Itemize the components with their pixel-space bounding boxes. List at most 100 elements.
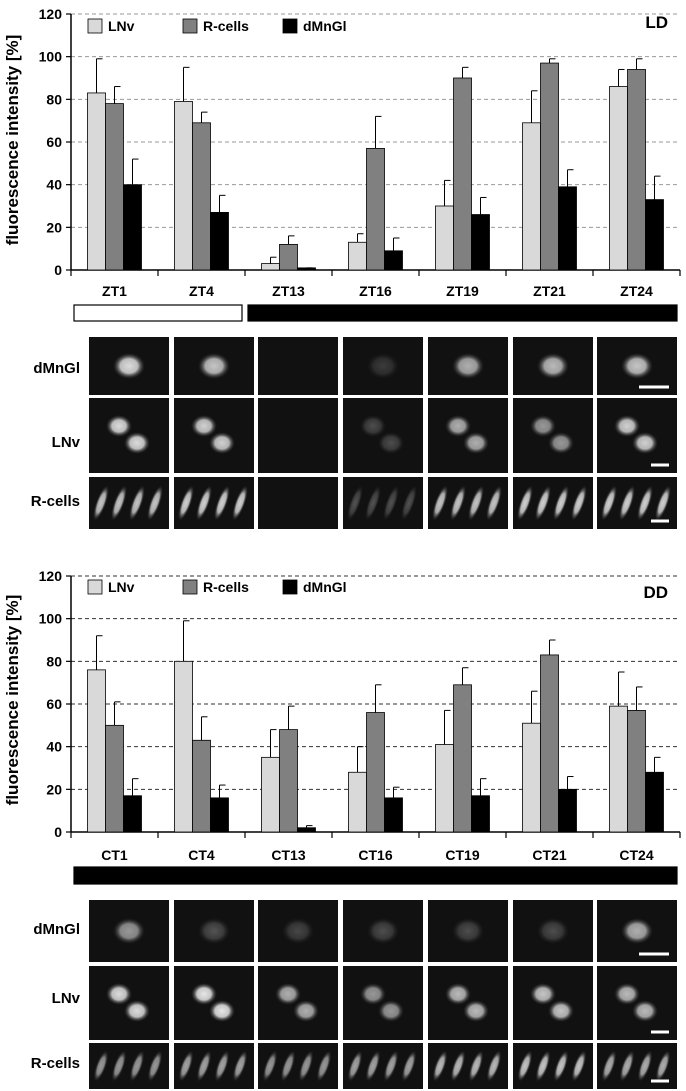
nucleus xyxy=(178,1050,194,1082)
x-tick-label: CT24 xyxy=(619,847,653,863)
dark-phase-bar xyxy=(73,866,678,885)
dark-phase-bar xyxy=(247,304,678,322)
x-tick-label: ZT4 xyxy=(189,283,214,299)
micrograph-dmngl-dd-3 xyxy=(343,900,423,962)
nucleus xyxy=(198,918,230,944)
micrograph-r-cells-dd-3 xyxy=(343,1043,423,1089)
nucleus xyxy=(232,485,248,521)
nucleus xyxy=(298,1050,314,1082)
nucleus xyxy=(468,1050,484,1082)
bar-dmngl-ct16 xyxy=(384,797,403,833)
bar-r-cells-zt1 xyxy=(105,103,124,271)
light-dark-bar xyxy=(73,304,678,322)
bar-lnv-ct21 xyxy=(522,722,541,833)
nucleus xyxy=(637,1050,653,1082)
nucleus xyxy=(537,918,569,944)
x-tick-label: ZT21 xyxy=(533,283,566,299)
micrograph-lnv-dd-0 xyxy=(89,966,169,1040)
nucleus xyxy=(191,983,217,1005)
micrograph-lnv-ld-6 xyxy=(597,398,677,473)
nucleus xyxy=(621,353,653,379)
bar-lnv-ct19 xyxy=(435,744,454,833)
bar-lnv-ct13 xyxy=(261,756,280,833)
micrograph-r-cells-ld-3 xyxy=(343,477,423,529)
bar-r-cells-zt13 xyxy=(279,243,298,271)
nucleus xyxy=(537,353,569,379)
nucleus xyxy=(147,485,163,521)
nucleus xyxy=(571,1050,587,1082)
x-tick-labels: ZT1 ZT4 ZT13 ZT16 ZT19 ZT21 ZT24 xyxy=(102,283,653,299)
bar-r-cells-zt21 xyxy=(540,62,559,271)
nucleus xyxy=(106,415,132,437)
nucleus xyxy=(196,1050,212,1082)
micrograph-dmngl-ld-4 xyxy=(428,337,508,395)
micrograph-r-cells-ld-5 xyxy=(513,477,593,529)
nucleus xyxy=(124,1000,150,1022)
y-tick-label: 120 xyxy=(39,568,63,584)
micrograph-r-cells-dd-1 xyxy=(174,1043,254,1089)
y-tick-label: 40 xyxy=(46,177,62,193)
nucleus xyxy=(316,1050,332,1082)
nucleus xyxy=(452,353,484,379)
nucleus xyxy=(129,1050,145,1082)
y-tick-label: 80 xyxy=(46,91,62,107)
micrograph-dmngl-ld-0 xyxy=(89,337,169,395)
nucleus xyxy=(113,353,145,379)
nucleus xyxy=(401,1050,417,1082)
micrograph-lnv-ld-0 xyxy=(89,398,169,473)
nucleus xyxy=(111,485,127,521)
nucleus xyxy=(209,432,235,454)
micrograph-r-cells-ld-4 xyxy=(428,477,508,529)
nucleus xyxy=(293,1000,319,1022)
legend-label-dmngl: dMnGl xyxy=(303,18,347,34)
nucleus xyxy=(601,1050,617,1082)
bar-dmngl-ct19 xyxy=(471,795,490,833)
nucleus xyxy=(378,432,404,454)
nucleus xyxy=(632,432,658,454)
y-tick-label: 80 xyxy=(46,653,62,669)
x-tick-label: ZT19 xyxy=(446,283,479,299)
nucleus xyxy=(571,485,587,521)
nucleus xyxy=(517,485,533,521)
nucleus xyxy=(93,485,109,521)
row-label-r-cells: R-cells xyxy=(31,1055,80,1072)
nucleus xyxy=(209,1000,235,1022)
row-label-r-cells: R-cells xyxy=(31,493,80,510)
bar-dmngl-zt19 xyxy=(471,214,490,271)
bars xyxy=(87,58,664,271)
nucleus xyxy=(365,485,381,521)
bar-lnv-zt21 xyxy=(522,122,541,271)
nucleus xyxy=(360,983,386,1005)
grid-lines xyxy=(71,575,680,790)
nucleus xyxy=(214,485,230,521)
micrograph-dmngl-ld-3 xyxy=(343,337,423,395)
nucleus xyxy=(347,1050,363,1082)
nucleus xyxy=(129,485,145,521)
bar-lnv-zt4 xyxy=(174,101,193,271)
nucleus xyxy=(347,485,363,521)
x-tick-label: ZT13 xyxy=(272,283,305,299)
x-tick-label: ZT24 xyxy=(620,283,653,299)
x-tick-label: CT16 xyxy=(358,847,392,863)
bar-dmngl-ct13 xyxy=(297,827,316,833)
micrograph-lnv-dd-3 xyxy=(343,966,423,1040)
nucleus xyxy=(517,1050,533,1082)
y-tick-label: 40 xyxy=(46,739,62,755)
nucleus xyxy=(601,485,617,521)
micrograph-lnv-ld-2 xyxy=(258,398,338,473)
bar-r-cells-ct4 xyxy=(192,739,211,833)
micrograph-dmngl-dd-1 xyxy=(174,900,254,962)
micrograph-dmngl-dd-6 xyxy=(597,900,677,962)
y-tick-label: 100 xyxy=(39,49,63,65)
nucleus xyxy=(360,415,386,437)
legend-swatch-r-cells xyxy=(182,18,198,34)
nucleus xyxy=(191,415,217,437)
nucleus xyxy=(548,432,574,454)
bar-r-cells-ct24 xyxy=(627,710,646,833)
nucleus xyxy=(383,1050,399,1082)
nucleus xyxy=(445,415,471,437)
nucleus xyxy=(614,415,640,437)
y-tick-label: 0 xyxy=(54,262,62,278)
legend: LNv R-cells dMnGl xyxy=(87,579,347,595)
